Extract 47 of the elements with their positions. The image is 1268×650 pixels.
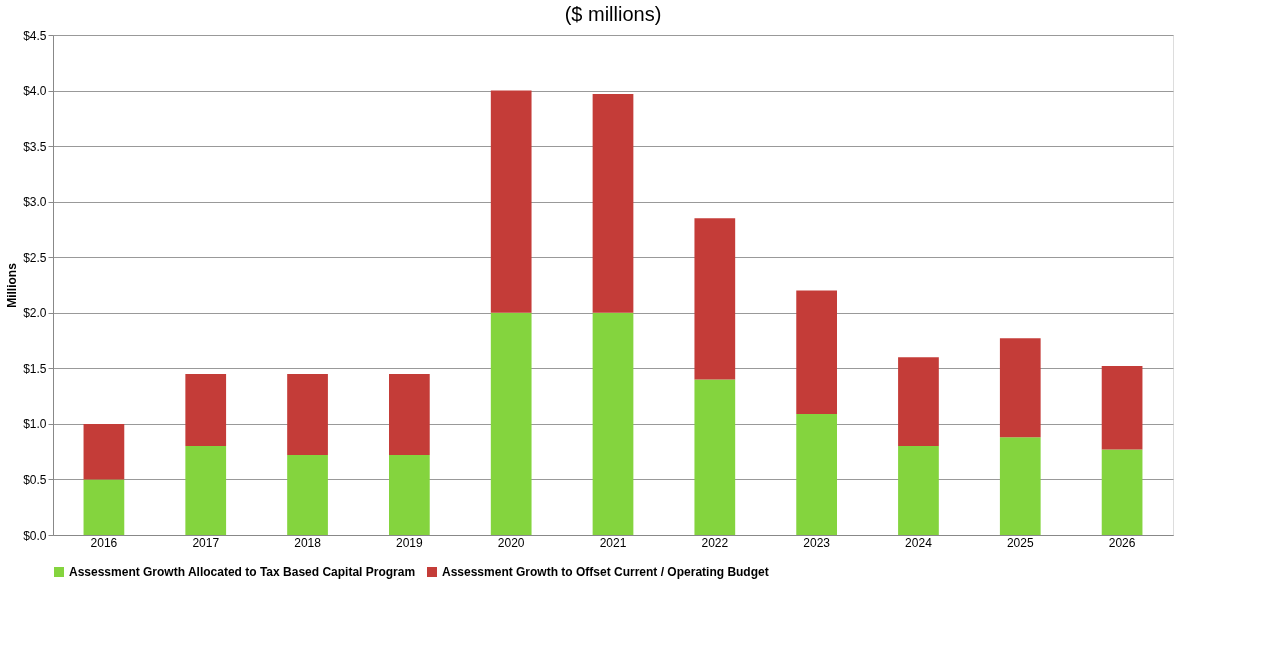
- bar: [898, 446, 939, 535]
- y-tick-label: $1.5: [23, 361, 47, 376]
- bar: [999, 437, 1041, 535]
- y-tick-label: $4.0: [23, 84, 47, 99]
- x-tick-label: 2026: [1108, 535, 1136, 550]
- y-tick-label: $2.5: [23, 250, 47, 265]
- bar: [898, 357, 939, 447]
- x-tick-label: 2022: [701, 535, 729, 550]
- x-tick-label: 2020: [497, 535, 525, 550]
- bar: [389, 455, 430, 535]
- bar: [796, 413, 837, 535]
- bar: [694, 379, 736, 535]
- bar: [287, 455, 328, 535]
- chart-title: ($ millions): [564, 3, 662, 25]
- y-tick-label: $3.5: [23, 139, 47, 154]
- y-tick-label: $4.5: [23, 28, 47, 43]
- bar: [1101, 449, 1143, 535]
- legend-label: Assessment Growth to Offset Current / Operating Budget: [442, 565, 769, 579]
- x-tick-label: 2016: [90, 535, 118, 550]
- bar: [796, 290, 837, 414]
- bar: [592, 312, 634, 535]
- bar: [389, 373, 430, 455]
- y-tick-label: $0.5: [23, 472, 47, 487]
- bar: [185, 373, 227, 447]
- y-tick-label: $2.0: [23, 306, 47, 321]
- y-axis-title: Millions: [5, 262, 20, 308]
- bar: [694, 218, 736, 380]
- bar: [999, 338, 1041, 438]
- bar: [490, 90, 532, 313]
- legend-label: Assessment Growth Allocated to Tax Based Capital Program: [69, 565, 416, 579]
- y-tick-label: $0.0: [23, 528, 47, 543]
- bar: [185, 446, 227, 535]
- bar: [83, 423, 125, 480]
- x-tick-label: 2025: [1006, 535, 1034, 550]
- x-tick-label: 2021: [599, 535, 627, 550]
- bar: [83, 479, 125, 535]
- x-tick-label: 2017: [192, 535, 220, 550]
- x-tick-label: 2024: [905, 535, 933, 550]
- y-tick-label: $1.0: [23, 417, 47, 432]
- bar: [1101, 366, 1143, 450]
- y-tick-label: $3.0: [23, 195, 47, 210]
- bar: [592, 93, 634, 313]
- x-tick-label: 2018: [294, 535, 322, 550]
- x-tick-label: 2019: [396, 535, 424, 550]
- bar: [287, 373, 328, 455]
- bar: [490, 312, 532, 535]
- x-tick-label: 2023: [803, 535, 831, 550]
